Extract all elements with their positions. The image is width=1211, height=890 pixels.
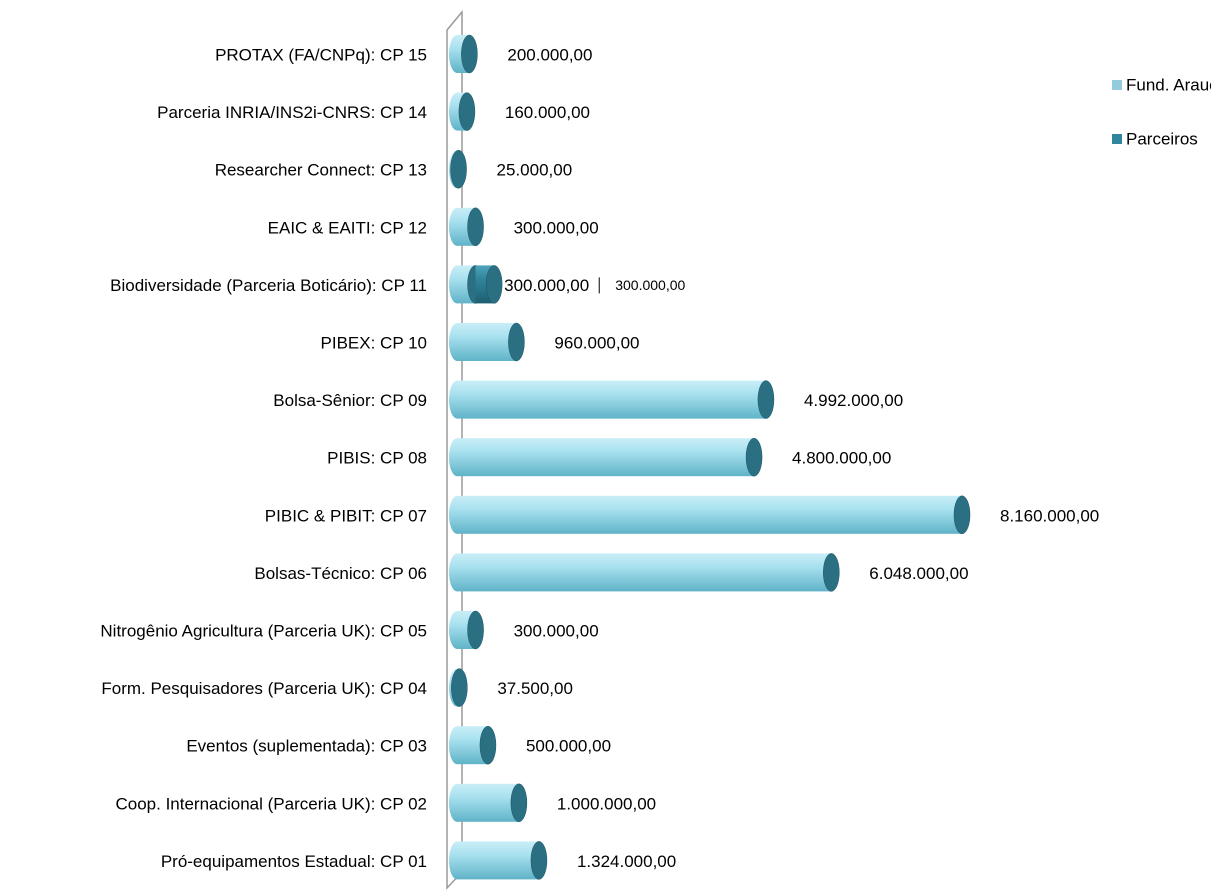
value-label: 1.324.000,00 [577,852,676,871]
value-label: 37.500,00 [497,679,573,698]
bar-cap [451,668,468,707]
category-label: Eventos (suplementada): CP 03 [186,737,427,756]
value-label: 960.000,00 [554,333,639,352]
value-label: 500.000,00 [526,737,611,756]
category-label: Form. Pesquisadores (Parceria UK): CP 04 [101,679,427,698]
bar-cap [450,149,467,189]
category-label: Parceria INRIA/INS2i-CNRS: CP 14 [157,103,427,122]
bar-cap [530,841,548,880]
bar-cap [757,380,775,419]
category-label: PIBEX: CP 10 [321,333,427,352]
bar [457,495,962,534]
category-label: Nitrogênio Agricultura (Parceria UK): CP… [100,621,427,640]
bar-cap [467,207,484,247]
category-label: PROTAX (FA/CNPq): CP 15 [215,45,427,64]
value-label: 6.048.000,00 [869,564,968,583]
bar [457,438,755,477]
category-label: Pró-equipamentos Estadual: CP 01 [161,852,427,871]
bar-cap [485,265,503,304]
bar-cap [953,495,971,535]
legend-swatch [1112,80,1122,90]
legend-label: Fund. Araucária [1126,75,1211,94]
category-label: Coop. Internacional (Parceria UK): CP 02 [115,794,427,813]
bar-cap [467,610,484,650]
bar-cap [458,92,476,131]
bar [457,783,519,822]
category-label: Bolsa-Sênior: CP 09 [273,391,427,410]
value-label: 200.000,00 [507,45,592,64]
category-label: PIBIC & PIBIT: CP 07 [265,506,427,525]
bar [457,380,766,419]
value-label: 4.992.000,00 [804,391,903,410]
value-label: 300.000,00 [504,276,589,295]
value-label: 4.800.000,00 [792,449,891,468]
bar-cap [479,725,497,765]
value-label: 300.000,00 [615,277,685,293]
bar [457,841,539,880]
value-label: 25.000,00 [497,161,573,180]
category-label: EAIC & EAITI: CP 12 [268,218,427,237]
bar-cap [508,322,525,362]
bar [457,553,832,592]
category-label: PIBIS: CP 08 [327,449,427,468]
category-label: Researcher Connect: CP 13 [215,161,427,180]
bar [457,323,517,361]
value-label: 8.160.000,00 [1000,506,1099,525]
legend-label: Parceiros [1126,129,1198,148]
bar-cap [745,437,763,477]
value-label: 300.000,00 [514,621,599,640]
bar-cap [823,553,840,592]
value-label: 300.000,00 [514,218,599,237]
legend-swatch [1112,134,1122,144]
value-label: 1.000.000,00 [557,794,656,813]
bar-cap [461,34,478,74]
value-label: 160.000,00 [505,103,590,122]
category-label: Biodiversidade (Parceria Boticário): CP … [110,276,427,295]
bar-cap [510,783,528,823]
category-label: Bolsas-Técnico: CP 06 [254,564,427,583]
